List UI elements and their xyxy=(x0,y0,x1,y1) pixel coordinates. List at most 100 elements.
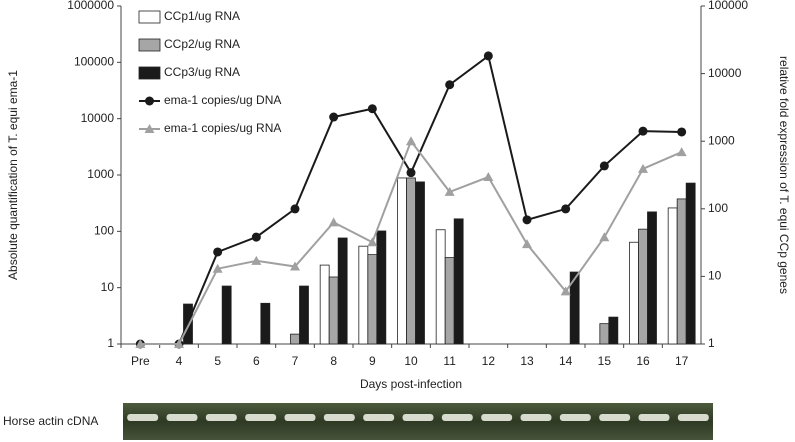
legend-label: CCp1/ug RNA xyxy=(164,9,240,23)
gel-band xyxy=(245,414,277,421)
marker-triangle xyxy=(367,237,378,247)
marker-triangle xyxy=(212,263,223,273)
bar xyxy=(453,218,464,345)
marker-circle xyxy=(213,247,223,257)
bar xyxy=(569,271,580,345)
gel-band xyxy=(677,414,709,421)
marker-circle xyxy=(638,126,648,136)
bar xyxy=(337,237,348,345)
gel-band xyxy=(441,414,473,421)
marker-triangle xyxy=(522,239,532,249)
gel-band xyxy=(166,414,198,421)
bar xyxy=(608,316,619,345)
y-tick-label: 100 xyxy=(94,224,114,238)
bar xyxy=(629,241,639,345)
bar xyxy=(367,254,378,345)
legend-label: CCp3/ug RNA xyxy=(164,65,240,79)
marker-triangle xyxy=(406,136,416,146)
gel-band xyxy=(599,414,631,421)
bar xyxy=(260,302,271,345)
marker-circle xyxy=(445,80,455,90)
marker-circle xyxy=(406,168,416,178)
legend-label: ema-1 copies/ug DNA xyxy=(164,93,281,107)
gel-label: Horse actin cDNA xyxy=(3,414,98,428)
bar xyxy=(676,198,687,345)
marker-triangle xyxy=(599,232,610,242)
gel-band xyxy=(363,414,395,421)
marker-triangle xyxy=(638,163,648,173)
x-tick-label: 5 xyxy=(214,354,221,368)
x-tick-label: 9 xyxy=(369,354,376,368)
x-tick-label: 7 xyxy=(292,354,299,368)
marker-triangle xyxy=(560,286,571,296)
gel-image xyxy=(123,403,713,440)
x-tick-label: Pre xyxy=(131,354,150,368)
y-tick-label: 10 xyxy=(101,280,115,294)
marker-circle xyxy=(329,112,339,122)
marker-circle xyxy=(599,161,609,171)
y2-axis-title: relative fold expression of T. equi CCp … xyxy=(777,56,791,294)
y2-tick-label: 10 xyxy=(708,269,722,283)
y2-tick-label: 100000 xyxy=(708,0,748,12)
bar xyxy=(415,181,425,345)
marker-circle xyxy=(561,204,571,214)
gel-band xyxy=(481,414,513,421)
bar xyxy=(319,264,330,345)
bar xyxy=(290,333,300,345)
x-tick-label: 8 xyxy=(330,354,337,368)
x-tick-label: 12 xyxy=(482,354,496,368)
gel-band xyxy=(638,414,670,421)
gel-band xyxy=(520,414,552,421)
bar xyxy=(376,230,387,345)
y2-tick-label: 1000 xyxy=(708,133,735,147)
marker-circle xyxy=(145,96,154,106)
gel-band xyxy=(323,414,355,421)
x-tick-label: 16 xyxy=(636,354,650,368)
marker-triangle xyxy=(174,339,184,348)
x-axis-title: Days post-infection xyxy=(360,377,462,391)
y-tick-label: 1000 xyxy=(87,167,114,181)
marker-circle xyxy=(251,232,261,242)
gel-bands xyxy=(127,414,709,421)
legend-label: ema-1 copies/ug RNA xyxy=(164,121,281,135)
legend-swatch xyxy=(138,10,161,24)
marker-circle xyxy=(367,104,377,114)
y-tick-label: 10000 xyxy=(81,111,115,125)
y2-tick-label: 1 xyxy=(708,336,715,350)
x-tick-label: 15 xyxy=(598,354,612,368)
marker-triangle xyxy=(483,172,494,182)
x-tick-label: 13 xyxy=(520,354,534,368)
bar xyxy=(667,207,678,345)
y-tick-label: 1000000 xyxy=(67,0,114,12)
bar xyxy=(397,177,407,345)
y2-tick-label: 100 xyxy=(708,201,728,215)
marker-circle xyxy=(483,51,493,61)
x-tick-label: 14 xyxy=(559,354,573,368)
marker-triangle xyxy=(251,255,262,265)
marker-circle xyxy=(677,127,687,137)
legend-label: CCp2/ug RNA xyxy=(164,37,240,51)
bar xyxy=(358,245,369,345)
gel-band xyxy=(284,414,316,421)
marker-circle xyxy=(290,204,300,214)
y-axis-title: Absolute quantification of T. equi ema-1 xyxy=(6,70,20,280)
marker-circle xyxy=(522,215,532,225)
marker-triangle xyxy=(444,186,455,196)
gel-band xyxy=(402,414,434,421)
x-tick-label: 6 xyxy=(253,354,260,368)
marker-triangle xyxy=(144,124,155,133)
bar xyxy=(299,285,309,345)
marker-triangle xyxy=(290,261,300,271)
bar xyxy=(328,276,339,345)
bar xyxy=(406,177,416,345)
x-tick-label: 11 xyxy=(443,354,456,368)
legend-swatch xyxy=(138,38,161,52)
bar xyxy=(435,229,446,345)
marker-triangle xyxy=(676,147,687,157)
gel-band xyxy=(559,414,591,421)
legend-swatch xyxy=(138,66,161,80)
bar xyxy=(599,323,610,345)
x-tick-label: 4 xyxy=(176,354,183,368)
marker-triangle xyxy=(328,217,339,227)
